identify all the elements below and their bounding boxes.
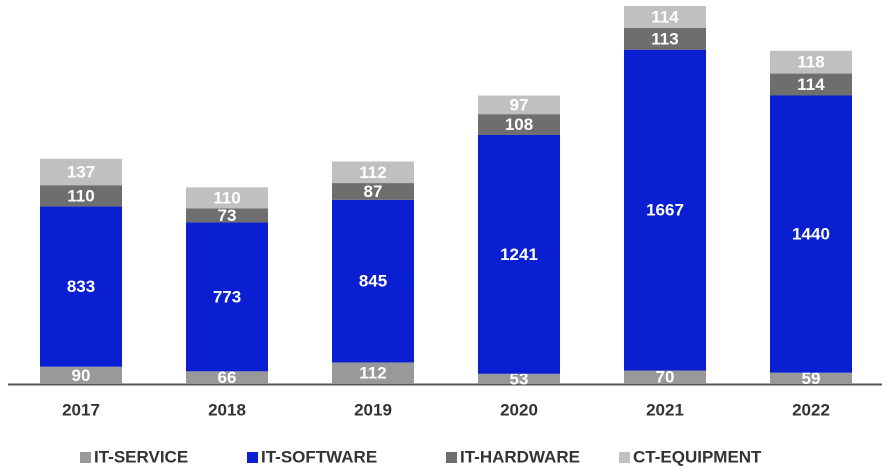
bar-segment: [478, 373, 560, 384]
data-label: 114: [797, 75, 825, 94]
bar-segment: [332, 199, 414, 363]
bar-segment: [624, 6, 706, 28]
data-label: 112: [359, 163, 386, 182]
bar-segment: [624, 370, 706, 384]
bar-segment: [770, 372, 852, 384]
data-label: 110: [213, 188, 240, 207]
data-label: 773: [213, 287, 241, 306]
data-label: 114: [651, 7, 679, 26]
x-tick-label: 2019: [354, 400, 392, 419]
data-label: 113: [651, 29, 678, 48]
data-label: 108: [505, 115, 533, 134]
legend-swatch: [80, 452, 91, 463]
legend-swatch: [619, 452, 630, 463]
bar-segment: [186, 371, 268, 384]
bar-segment: [478, 134, 560, 374]
legend-swatch: [446, 452, 457, 463]
bar-segment: [624, 27, 706, 50]
data-label: 1241: [500, 245, 538, 264]
x-tick-label: 2021: [646, 400, 684, 419]
x-tick-label: 2020: [500, 400, 538, 419]
bar-segment: [40, 366, 122, 384]
bar-segment: [770, 50, 852, 74]
legend-label: IT-HARDWARE: [460, 447, 580, 466]
data-label: 137: [67, 162, 95, 181]
bar-segment: [332, 362, 414, 384]
data-label: 112: [359, 364, 386, 383]
data-label: 59: [802, 369, 821, 388]
data-label: 1440: [792, 225, 830, 244]
bar-segment: [40, 206, 122, 367]
data-label: 833: [67, 277, 95, 296]
bar-segment: [478, 95, 560, 115]
data-label: 70: [656, 368, 675, 387]
data-label: 53: [510, 369, 529, 388]
bar-segment: [40, 158, 122, 186]
data-label: 118: [797, 53, 824, 72]
data-label: 87: [364, 182, 383, 201]
x-tick-label: 2018: [208, 400, 246, 419]
legend-label: IT-SERVICE: [94, 447, 188, 466]
data-label: 73: [218, 206, 237, 225]
bar-segment: [186, 222, 268, 372]
data-label: 90: [72, 366, 91, 385]
bar-segment: [624, 49, 706, 371]
bar-segment: [186, 208, 268, 223]
data-label: 1667: [646, 201, 684, 220]
bar-segment: [770, 73, 852, 96]
legend-label: CT-EQUIPMENT: [633, 447, 762, 466]
data-label: 845: [359, 272, 387, 291]
bar-segment: [40, 185, 122, 207]
x-tick-label: 2017: [62, 400, 100, 419]
data-label: 97: [510, 95, 529, 114]
bar-segment: [332, 161, 414, 184]
bar-segment: [478, 114, 560, 135]
bar-segment: [770, 95, 852, 373]
bar-segment: [332, 183, 414, 200]
data-label: 110: [67, 186, 94, 205]
bar-segment: [186, 187, 268, 209]
x-tick-label: 2022: [792, 400, 830, 419]
legend-swatch: [247, 452, 258, 463]
data-label: 66: [218, 368, 237, 387]
legend-label: IT-SOFTWARE: [261, 447, 377, 466]
